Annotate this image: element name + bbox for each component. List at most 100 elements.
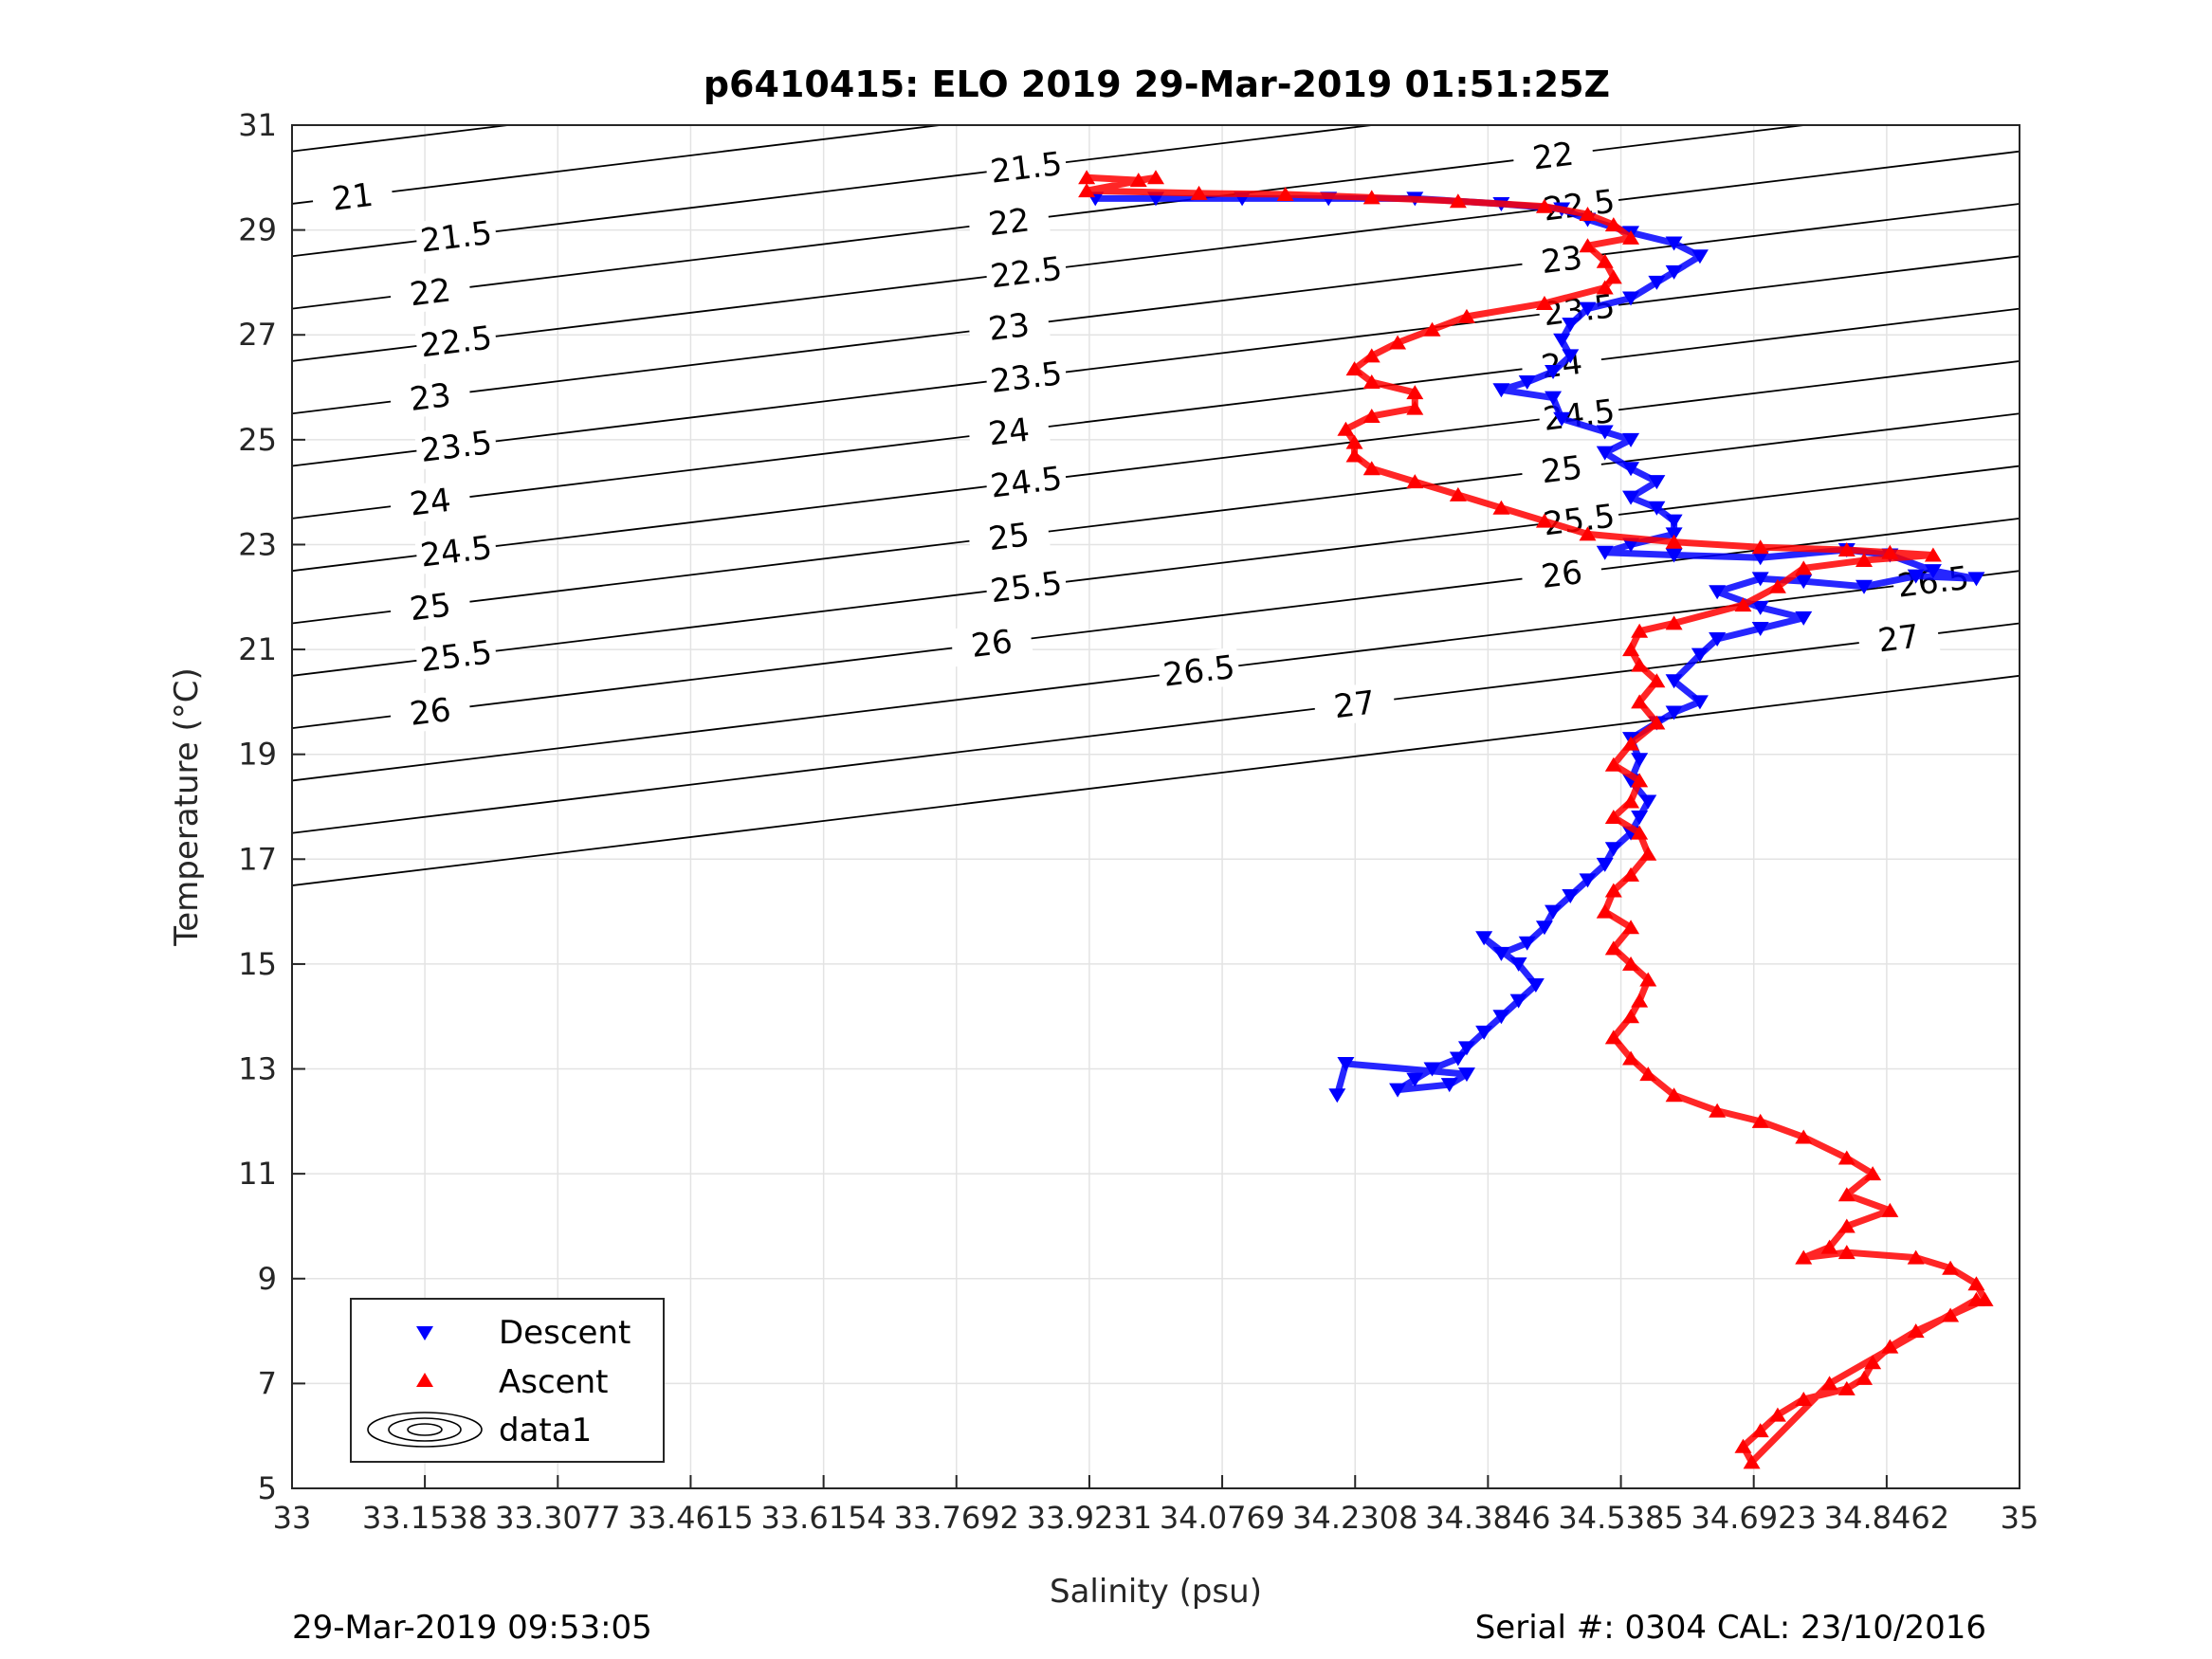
contour-label-bg-5 [984,143,1069,191]
y-tick-label-7: 19 [238,737,277,773]
x-tick-label-6: 33.9231 [1027,1500,1152,1536]
legend: Descent Ascent data1 [350,1298,665,1463]
contour-label-1: 21 [330,176,375,219]
contour-label-17: 23.5 [988,355,1064,401]
contour-label-bg-25 [388,582,472,630]
contour-label-bg-10 [413,317,499,365]
contour-label-bg-34 [1157,647,1241,695]
x-tick-label-3: 33.4615 [628,1500,753,1536]
contour-label-bg-19 [388,478,472,526]
y-tick-label-6: 17 [238,841,277,877]
legend-descent-label: Descent [499,1314,631,1352]
x-axis-ticks: 33 33.1538 33.3077 33.4615 33.6154 33.7692 33.… [273,1475,2039,1536]
x-tick-label-9: 34.3846 [1425,1500,1550,1536]
contour-label-bg-28 [413,631,499,680]
x-tick-label-2: 33.3077 [495,1500,620,1536]
contour-label-bg-36 [1312,680,1397,728]
x-tick-label-5: 33.7692 [894,1500,1019,1536]
contour-label-bg-17 [984,353,1069,401]
timestamp-footer: 29-Mar-2019 09:53:05 [292,1609,652,1647]
contour-label-bg-13 [388,373,472,421]
y-tick-label-3: 11 [238,1156,277,1192]
ascent-series [1078,170,1994,1469]
contour-label-8: 22 [986,201,1032,244]
contour-label-33: 26 [1539,554,1584,596]
isopycnal-27-5 [292,674,2020,886]
contour-label-23: 24.5 [988,460,1064,506]
contour-label-bg-31 [388,687,472,736]
contour-label-29: 25.5 [988,564,1064,611]
x-tick-label-4: 33.6154 [760,1500,886,1536]
x-axis-label: Salinity (psu) [1050,1573,1262,1611]
x-tick-label-13: 35 [2001,1500,2039,1536]
contour-label-10: 22.5 [418,319,494,365]
contour-label-9: 22 [1530,136,1576,178]
isopycnal-23-5 [292,255,2020,467]
contour-label-26: 25 [986,516,1032,558]
x-tick-label-0: 33 [273,1500,312,1536]
x-tick-label-1: 33.1538 [362,1500,487,1536]
y-tick-label-8: 21 [238,631,277,667]
y-tick-label-0: 5 [258,1470,277,1506]
contour-label-bg-8 [967,197,1051,246]
contour-label-13: 23 [408,376,453,419]
contour-label-19: 24 [408,482,453,524]
isopycnal-24-5 [292,360,2020,573]
density-contours: 2121.521.522222222.522.522.523232323.523… [292,125,2020,886]
legend-ascent-label: Ascent [499,1363,608,1401]
y-tick-label-5: 15 [238,946,277,982]
contour-label-bg-20 [967,408,1051,455]
contour-label-34: 26.5 [1161,648,1237,695]
contour-label-bg-16 [413,422,499,470]
contour-label-bg-7 [388,267,472,316]
y-tick-label-11: 27 [238,317,277,353]
isopycnal-24 [292,307,2020,520]
isopycnal-25 [292,412,2020,625]
contour-label-5: 21.5 [988,145,1064,191]
x-tick-label-7: 34.0769 [1160,1500,1285,1536]
ascent-trace [1083,173,1989,1466]
isopycnal-22-5 [292,150,2020,362]
contour-label-20: 24 [986,411,1032,454]
isopycnal-21 [292,125,947,205]
y-tick-label-4: 13 [238,1051,277,1087]
contour-label-37: 27 [1876,618,1922,661]
contour-label-bg-23 [984,458,1069,506]
legend-box [350,1298,665,1463]
isopycnal-23 [292,203,2020,415]
contour-label-bg-29 [984,562,1069,611]
contour-label-bg-14 [967,302,1051,351]
x-tick-label-11: 34.6923 [1691,1500,1817,1536]
y-tick-label-9: 23 [238,526,277,562]
x-tick-label-12: 34.8462 [1824,1500,1949,1536]
contour-label-bg-30 [1537,496,1621,543]
contour-label-bg-33 [1520,550,1604,598]
contour-label-16: 23.5 [418,424,494,470]
contour-label-25: 25 [408,586,453,629]
contour-label-bg-4 [413,212,499,261]
isopycnal-27 [292,622,2020,834]
contour-label-36: 27 [1332,684,1378,726]
chart-title: p6410415: ELO 2019 29-Mar-2019 01:51:25Z [704,64,1610,105]
legend-ascent-marker [416,1373,433,1387]
descent-trace [1095,194,1980,1097]
y-axis-ticks: 5 7 9 11 13 15 17 19 21 23 25 27 29 31 [238,107,305,1506]
contour-label-31: 26 [408,691,453,734]
descent-series [1087,191,1985,1103]
contour-label-15: 23 [1539,239,1584,282]
contour-label-32: 26 [969,623,1015,665]
contour-label-bg-27 [1520,445,1604,493]
contour-label-4: 21.5 [418,214,494,261]
contour-label-14: 23 [986,306,1032,349]
contour-label-bg-11 [984,247,1069,296]
contour-label-bg-9 [1510,132,1596,180]
y-tick-label-10: 25 [238,422,277,458]
plot-area-frame [291,124,2020,1489]
legend-descent-marker [416,1326,433,1340]
contour-label-22: 24.5 [418,529,494,575]
legend-contour-icon [367,1412,483,1448]
contour-label-7: 22 [408,271,453,314]
isopycnal-21-5 [292,125,1380,258]
y-tick-label-1: 7 [258,1365,277,1401]
